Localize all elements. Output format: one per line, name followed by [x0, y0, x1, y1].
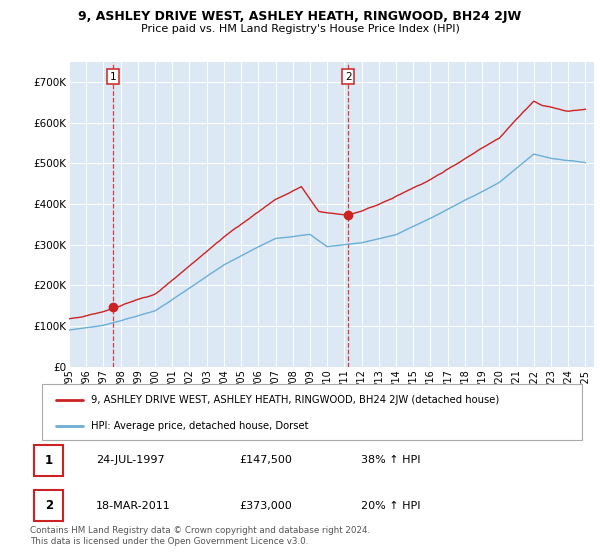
Text: 18-MAR-2011: 18-MAR-2011	[96, 501, 171, 511]
Text: 9, ASHLEY DRIVE WEST, ASHLEY HEATH, RINGWOOD, BH24 2JW (detached house): 9, ASHLEY DRIVE WEST, ASHLEY HEATH, RING…	[91, 395, 499, 405]
Text: 24-JUL-1997: 24-JUL-1997	[96, 455, 165, 465]
Text: 9, ASHLEY DRIVE WEST, ASHLEY HEATH, RINGWOOD, BH24 2JW: 9, ASHLEY DRIVE WEST, ASHLEY HEATH, RING…	[79, 10, 521, 23]
Text: 1: 1	[110, 72, 116, 82]
Text: 38% ↑ HPI: 38% ↑ HPI	[361, 455, 421, 465]
Text: 2: 2	[345, 72, 352, 82]
Text: Contains HM Land Registry data © Crown copyright and database right 2024.
This d: Contains HM Land Registry data © Crown c…	[30, 526, 370, 546]
Text: HPI: Average price, detached house, Dorset: HPI: Average price, detached house, Dors…	[91, 421, 308, 431]
Text: 1: 1	[45, 454, 53, 467]
Text: £373,000: £373,000	[240, 501, 293, 511]
FancyBboxPatch shape	[34, 445, 63, 475]
Text: 20% ↑ HPI: 20% ↑ HPI	[361, 501, 421, 511]
Text: Price paid vs. HM Land Registry's House Price Index (HPI): Price paid vs. HM Land Registry's House …	[140, 24, 460, 34]
FancyBboxPatch shape	[42, 384, 582, 440]
Text: 2: 2	[45, 499, 53, 512]
Text: £147,500: £147,500	[240, 455, 293, 465]
FancyBboxPatch shape	[34, 491, 63, 521]
